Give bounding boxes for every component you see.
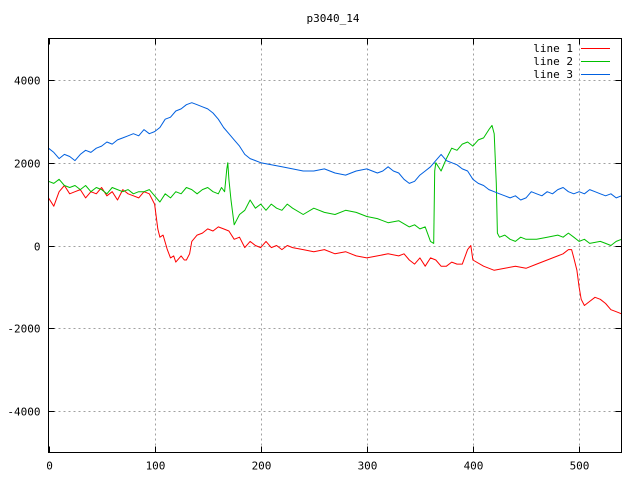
series-line-2 <box>48 124 622 246</box>
x-tick-label: 0 <box>46 460 53 473</box>
x-tick-label: 400 <box>464 460 484 473</box>
y-tick-label: 2000 <box>14 158 41 171</box>
legend-label-1: line 1 <box>533 42 573 55</box>
y-tick-label: 4000 <box>14 75 41 88</box>
grid <box>48 38 622 453</box>
y-tick-label: -4000 <box>7 406 40 419</box>
chart-title: p3040_14 <box>307 12 360 25</box>
legend-label-3: line 3 <box>533 68 573 81</box>
y-tick-label: 0 <box>34 241 41 254</box>
plot-frame <box>48 38 622 453</box>
x-tick-label: 100 <box>146 460 166 473</box>
x-tick-label: 500 <box>570 460 590 473</box>
y-tick-label: -2000 <box>7 323 40 336</box>
legend-label-2: line 2 <box>533 55 573 68</box>
axis-ticks: 0 100 200 300 400 500 -4000 -2000 0 2000 4000 <box>7 38 622 473</box>
x-tick-label: 200 <box>252 460 272 473</box>
series-lines <box>48 102 622 315</box>
series-line-1 <box>48 185 622 315</box>
x-tick-label: 300 <box>358 460 378 473</box>
series-line-3 <box>48 102 622 201</box>
